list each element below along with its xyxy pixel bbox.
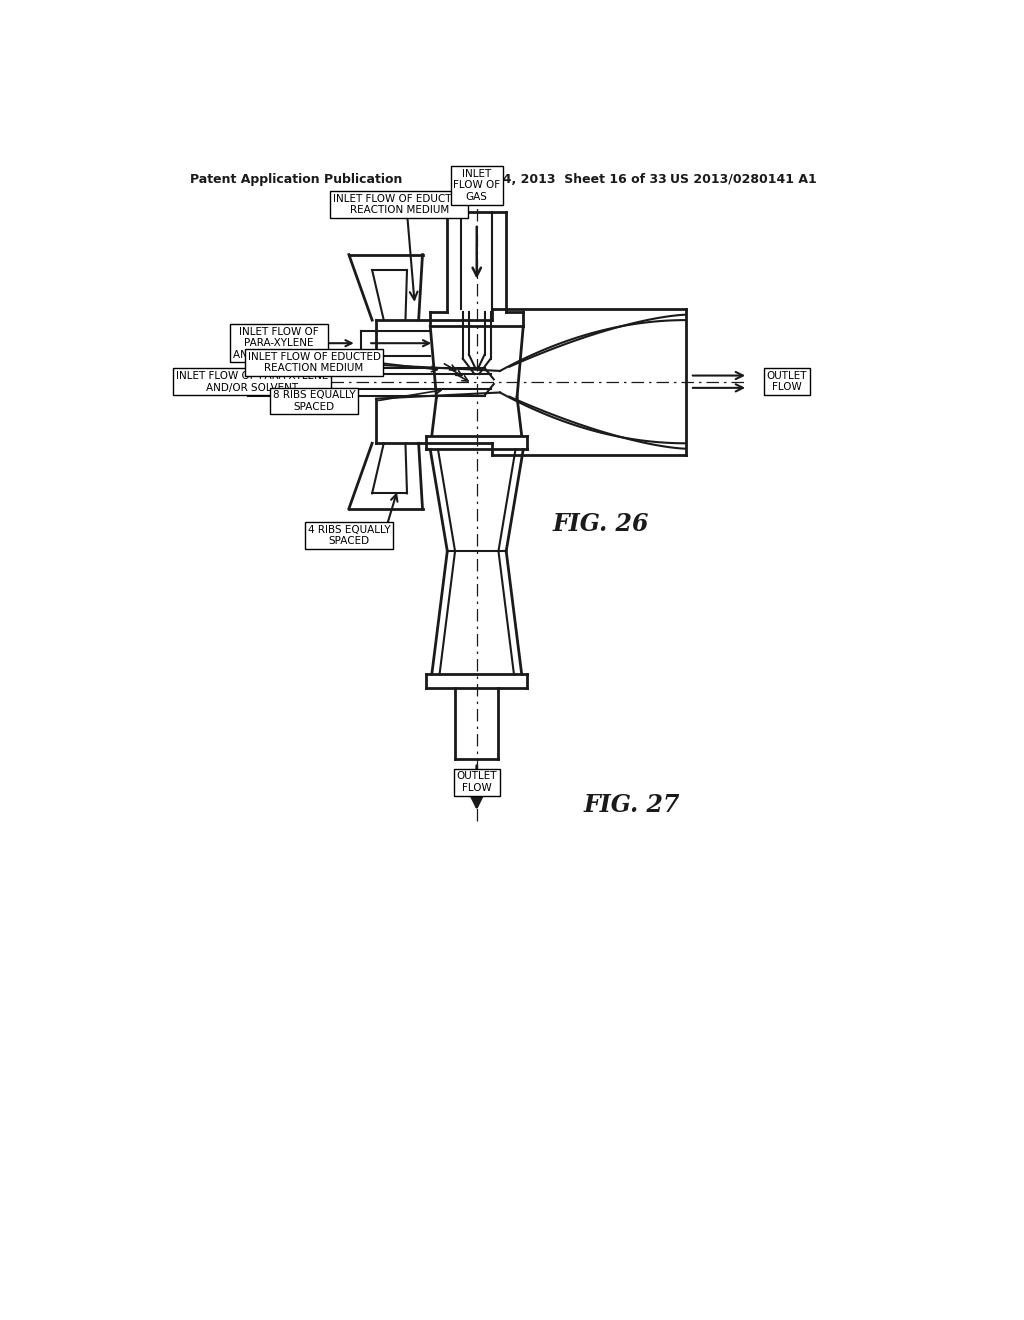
Text: INLET FLOW OF
PARA-XYLENE
AND/OR SOLVENT: INLET FLOW OF PARA-XYLENE AND/OR SOLVENT: [233, 326, 326, 360]
Text: INLET FLOW OF PARA-XYLENE
AND/OR SOLVENT: INLET FLOW OF PARA-XYLENE AND/OR SOLVENT: [176, 371, 328, 392]
Text: INLET
FLOW OF
GAS: INLET FLOW OF GAS: [454, 169, 501, 202]
Text: 8 RIBS EQUALLY
SPACED: 8 RIBS EQUALLY SPACED: [272, 391, 355, 412]
Text: 4 RIBS EQUALLY
SPACED: 4 RIBS EQUALLY SPACED: [307, 525, 390, 546]
Text: US 2013/0280141 A1: US 2013/0280141 A1: [671, 173, 817, 186]
Text: OUTLET
FLOW: OUTLET FLOW: [457, 771, 497, 793]
Text: Oct. 24, 2013  Sheet 16 of 33: Oct. 24, 2013 Sheet 16 of 33: [461, 173, 667, 186]
Text: FIG. 27: FIG. 27: [584, 793, 680, 817]
Text: Patent Application Publication: Patent Application Publication: [190, 173, 402, 186]
Text: OUTLET
FLOW: OUTLET FLOW: [767, 371, 807, 392]
Text: INLET FLOW OF EDUCTED
REACTION MEDIUM: INLET FLOW OF EDUCTED REACTION MEDIUM: [248, 351, 381, 374]
Text: INLET FLOW OF EDUCTED
REACTION MEDIUM: INLET FLOW OF EDUCTED REACTION MEDIUM: [333, 194, 466, 215]
Text: FIG. 26: FIG. 26: [553, 512, 649, 536]
